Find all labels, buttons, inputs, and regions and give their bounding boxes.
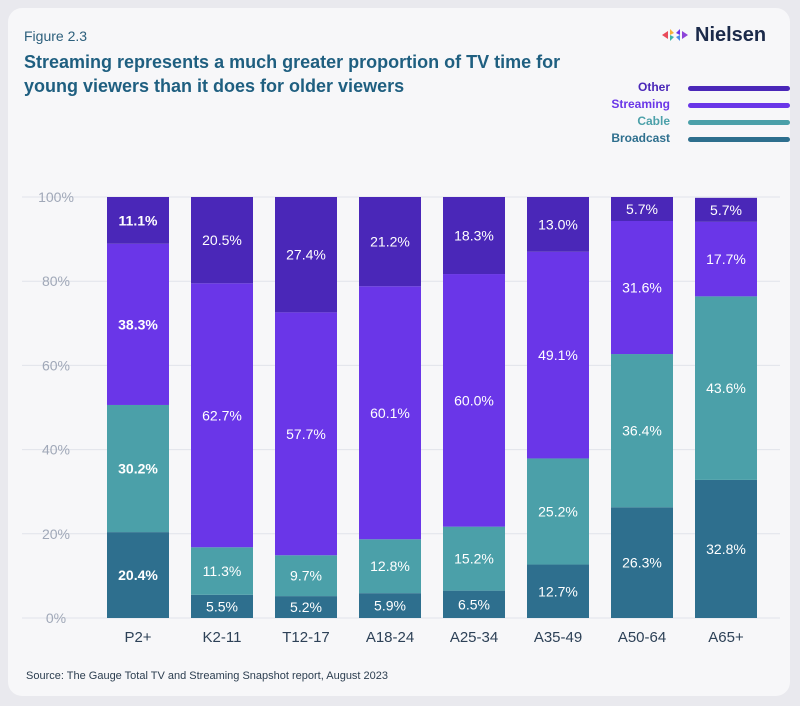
bar-segment-streaming — [695, 221, 757, 297]
legend-item-broadcast: Broadcast — [560, 131, 790, 148]
data-label: 38.3% — [118, 316, 158, 332]
bar-segment-cable — [107, 404, 169, 533]
bar-segment-streaming — [107, 243, 169, 405]
legend-label: Cable — [637, 114, 670, 128]
bar-segment-cable — [695, 296, 757, 480]
data-label: 32.8% — [706, 541, 746, 557]
bar-segment-broadcast — [443, 590, 505, 618]
bar-segment-broadcast — [107, 532, 169, 618]
legend-label: Streaming — [611, 97, 670, 111]
data-label: 36.4% — [622, 423, 662, 439]
data-label: 57.7% — [286, 426, 326, 442]
data-label: 17.7% — [706, 251, 746, 267]
bar-segment-other — [359, 197, 421, 287]
bar-segment-other — [611, 197, 673, 221]
data-label: 5.5% — [206, 598, 238, 614]
chart-title: Streaming represents a much greater prop… — [24, 52, 561, 96]
data-label: 12.8% — [370, 558, 410, 574]
bar-segment-cable — [443, 526, 505, 591]
y-tick-label: 0% — [46, 610, 66, 626]
data-label: 43.6% — [706, 380, 746, 396]
y-tick-label: 100% — [38, 189, 74, 205]
data-label: 26.3% — [622, 555, 662, 571]
data-label: 13.0% — [538, 216, 578, 232]
brand-name: Nielsen — [695, 23, 767, 46]
legend: Other Streaming Cable Broadcast — [560, 80, 790, 148]
x-tick-label: A25-34 — [450, 629, 498, 646]
legend-item-other: Other — [560, 80, 790, 97]
bar-segment-other — [527, 197, 589, 252]
data-label: 27.4% — [286, 247, 326, 263]
bar-segment-streaming — [527, 251, 589, 459]
legend-label: Other — [637, 80, 670, 94]
data-label: 60.0% — [454, 392, 494, 408]
bar-segment-broadcast — [275, 596, 337, 618]
bar-segment-cable — [527, 458, 589, 565]
data-label: 15.2% — [454, 551, 494, 567]
data-label: 31.6% — [622, 280, 662, 296]
data-label: 18.3% — [454, 228, 494, 244]
bar-segment-cable — [359, 539, 421, 594]
bar-segment-broadcast — [611, 507, 673, 618]
x-tick-label: T12-17 — [282, 629, 330, 646]
brand: Nielsen — [662, 22, 766, 48]
data-label: 25.2% — [538, 503, 578, 519]
bar-segment-streaming — [191, 283, 253, 548]
bar-segment-other — [443, 197, 505, 275]
x-tick-label: A18-24 — [366, 629, 414, 646]
bar-segment-broadcast — [359, 593, 421, 618]
data-label: 5.2% — [290, 599, 322, 615]
x-tick-label: P2+ — [124, 629, 151, 646]
legend-label: Broadcast — [611, 131, 670, 145]
bar-segment-broadcast — [695, 479, 757, 618]
legend-swatch — [688, 86, 790, 91]
legend-item-cable: Cable — [560, 114, 790, 131]
x-tick-label: A65+ — [708, 629, 744, 646]
data-label: 6.5% — [458, 596, 490, 612]
bar-segment-streaming — [275, 312, 337, 556]
data-label: 60.1% — [370, 405, 410, 421]
legend-swatch — [688, 120, 790, 125]
data-label: 5.7% — [626, 201, 658, 217]
legend-swatch — [688, 103, 790, 108]
bar-segment-cable — [275, 555, 337, 597]
bar-segment-streaming — [611, 220, 673, 355]
nielsen-logo-icon — [662, 29, 688, 41]
bar-segment-broadcast — [191, 594, 253, 618]
data-label: 11.3% — [203, 563, 242, 579]
legend-item-streaming: Streaming — [560, 97, 790, 114]
y-tick-label: 20% — [42, 526, 70, 542]
data-label: 20.5% — [202, 232, 242, 248]
data-label: 49.1% — [538, 347, 578, 363]
data-label: 62.7% — [202, 407, 242, 423]
y-tick-label: 40% — [42, 442, 70, 458]
legend-swatch — [688, 137, 790, 142]
x-tick-label: K2-11 — [203, 629, 242, 646]
data-label: 21.2% — [370, 234, 410, 250]
bar-segment-cable — [611, 354, 673, 508]
bar-segment-other — [695, 197, 757, 222]
y-tick-label: 60% — [42, 357, 70, 373]
figure-label: Figure 2.3 — [24, 28, 88, 44]
bar-segment-streaming — [359, 286, 421, 540]
data-label: 20.4% — [118, 567, 158, 583]
x-tick-label: A50-64 — [618, 629, 666, 646]
bar-segment-other — [275, 197, 337, 313]
data-label: 9.7% — [290, 568, 322, 584]
bar-segment-broadcast — [527, 564, 589, 618]
bar-segment-streaming — [443, 274, 505, 527]
bar-segment-other — [107, 197, 169, 244]
data-label: 11.1% — [119, 212, 158, 228]
data-label: 5.9% — [374, 598, 406, 614]
bar-segment-other — [191, 197, 253, 284]
y-tick-label: 80% — [42, 273, 70, 289]
source-note: Source: The Gauge Total TV and Streaming… — [26, 670, 389, 682]
x-tick-label: A35-49 — [534, 629, 582, 646]
bar-segment-cable — [191, 547, 253, 595]
data-label: 5.7% — [710, 202, 742, 218]
data-label: 30.2% — [118, 461, 158, 477]
data-label: 12.7% — [538, 583, 578, 599]
